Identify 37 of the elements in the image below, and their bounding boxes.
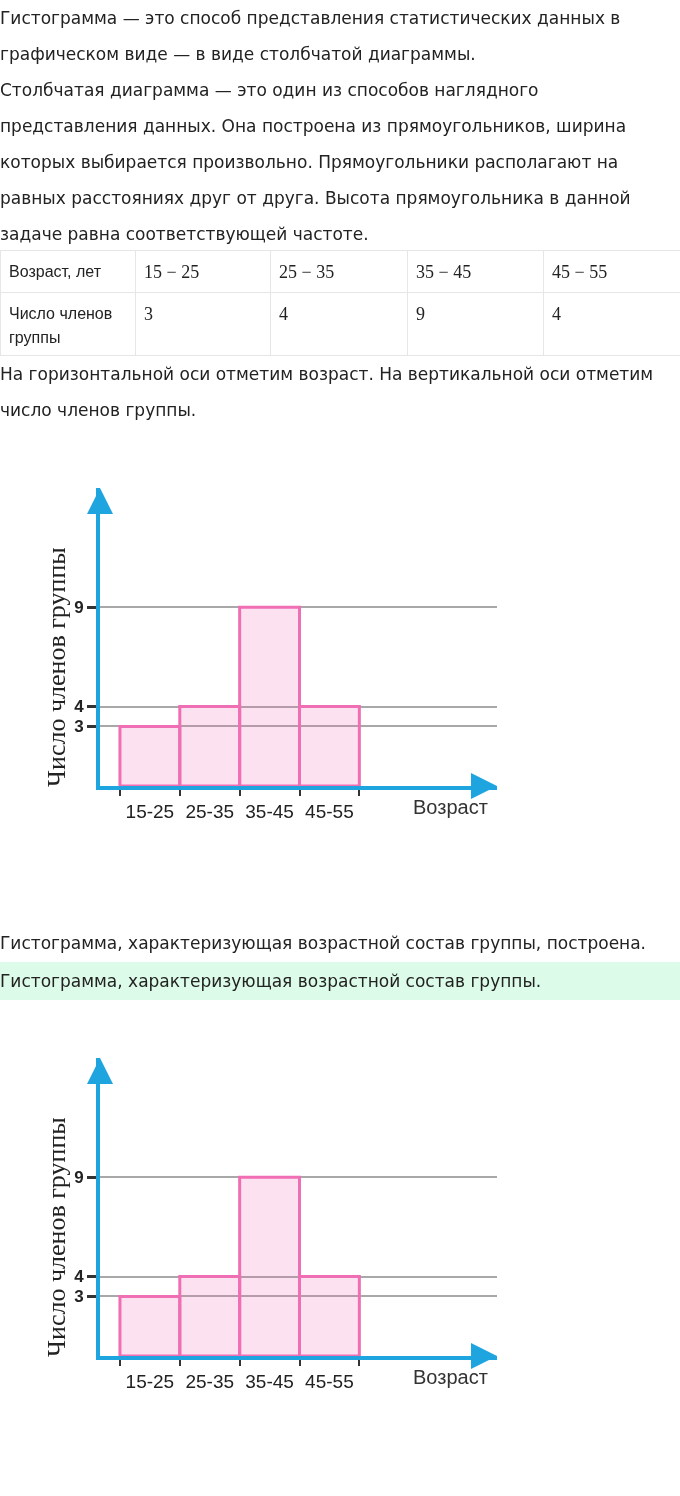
bar bbox=[298, 705, 361, 786]
y-tick-label: 3 bbox=[74, 717, 84, 737]
x-tick-label: 15-25 bbox=[125, 800, 175, 822]
y-tick-label: 4 bbox=[74, 697, 85, 717]
text: Гистограмма — это способ представления статистических данных в графическом виде — в виде столбчатой диаграммы. bbox=[0, 7, 622, 66]
x-tick-label: 45-55 bbox=[305, 1370, 354, 1392]
y-axis-title: Число членов группы bbox=[42, 1117, 72, 1357]
category-label: 15 − 25 bbox=[135, 250, 271, 293]
data-label: 4 bbox=[543, 292, 680, 356]
x-tick-label: 35-45 bbox=[245, 800, 294, 822]
x-tick-label: 45-55 bbox=[305, 800, 354, 822]
y-axis-title: Число членов группы bbox=[42, 547, 72, 787]
bar bbox=[298, 1275, 361, 1356]
category-label: 45 − 55 bbox=[543, 250, 680, 293]
category-label: 25 − 35 bbox=[270, 250, 408, 293]
bar bbox=[238, 605, 301, 786]
chart-title: Гистограмма, характеризующая возрастной состав группы. bbox=[0, 962, 680, 1000]
text: Возраст, лет bbox=[0, 250, 136, 293]
x-tick-label: 25-35 bbox=[185, 800, 235, 822]
data-label: 3 bbox=[135, 292, 271, 356]
data-label: 4 bbox=[270, 292, 408, 356]
x-axis-title: Возраст bbox=[413, 1366, 488, 1388]
y-tick-label: 4 bbox=[74, 1267, 85, 1287]
x-tick-label: 25-35 bbox=[185, 1370, 235, 1392]
bar bbox=[238, 1175, 301, 1356]
category-label: 35 − 45 bbox=[407, 250, 544, 293]
data-label: 9 bbox=[407, 292, 544, 356]
text: Гистограмма, характеризующая возрастной состав группы, построена. bbox=[0, 932, 648, 955]
text: Число членов группы bbox=[0, 292, 136, 356]
y-tick-label: 3 bbox=[74, 1287, 84, 1307]
x-tick-label: 15-25 bbox=[125, 1370, 175, 1392]
y-tick-label: 9 bbox=[74, 1168, 84, 1188]
text: Столбчатая диаграмма — это один из способов наглядного представления данных. Она построена из прямоугольников, ширина которых выбирается произвольно. Прямоугольники располагают на равных расстояниях друг от друга. Высота прямоугольника в данной задаче равна соответствующей частоте. bbox=[0, 79, 632, 246]
x-tick-label: 35-45 bbox=[245, 1370, 294, 1392]
x-axis-title: Возраст bbox=[413, 796, 488, 818]
text: На горизонтальной оси отметим возраст. На вертикальной оси отметим число членов группы. bbox=[0, 363, 655, 422]
y-tick-label: 9 bbox=[74, 598, 84, 618]
